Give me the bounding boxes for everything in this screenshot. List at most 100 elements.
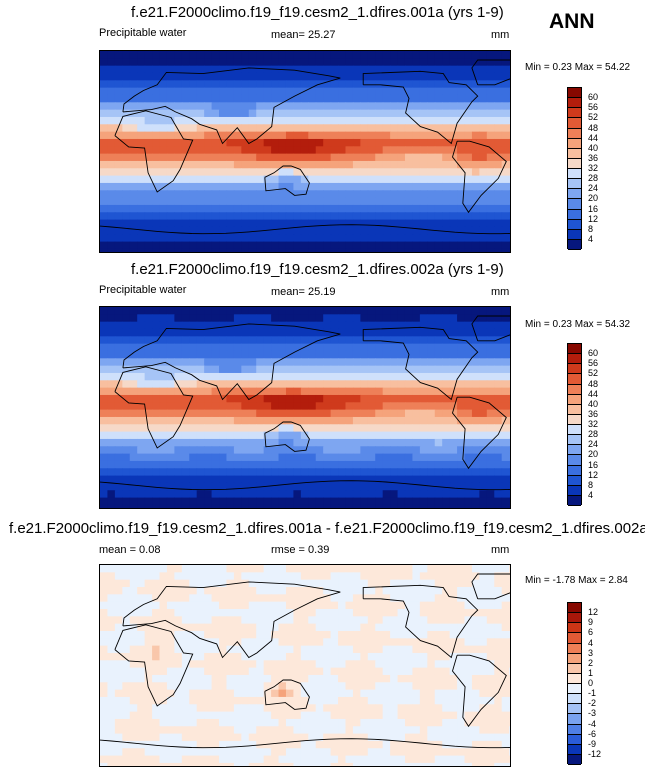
field-cell (479, 234, 488, 243)
field-cell (241, 402, 250, 411)
field-cell (330, 565, 339, 573)
field-cell (345, 116, 354, 125)
field-cell (285, 674, 295, 683)
field-cell (449, 65, 458, 74)
field-cell (397, 674, 406, 683)
field-cell (352, 109, 361, 118)
field-cell (479, 168, 488, 177)
field-cell (494, 124, 503, 133)
field-cell (471, 608, 480, 617)
field-cell (107, 453, 116, 462)
field-cell (263, 336, 272, 345)
field-cell (166, 58, 175, 67)
field-cell (122, 197, 131, 206)
field-cell (471, 175, 480, 184)
field-cell (323, 219, 332, 228)
field-cell (338, 579, 347, 588)
field-cell (271, 372, 280, 381)
field-cell (449, 762, 458, 766)
field-cell (256, 146, 265, 155)
field-cell (427, 372, 436, 381)
field-cell (494, 197, 503, 206)
field-cell (293, 468, 302, 477)
field-cell (434, 175, 443, 184)
field-cell (129, 160, 138, 169)
field-cell (241, 204, 250, 213)
field-cell (285, 241, 295, 250)
field-cell (479, 623, 488, 632)
field-cell (137, 623, 146, 632)
field-cell (248, 248, 257, 252)
field-cell (248, 402, 257, 411)
field-cell (219, 704, 228, 713)
field-cell (159, 365, 168, 374)
field-cell (300, 565, 309, 573)
field-cell (330, 424, 339, 433)
field-cell (315, 212, 324, 221)
field-cell (181, 146, 190, 155)
field-cell (144, 387, 153, 396)
field-cell (419, 336, 428, 345)
field-cell (137, 482, 146, 491)
field-cell (300, 307, 309, 315)
field-cell (382, 160, 391, 169)
field-cell (219, 718, 228, 727)
field-cell (479, 579, 488, 588)
field-cell (152, 579, 161, 588)
field-cell (129, 153, 138, 162)
field-cell (457, 131, 466, 140)
field-cell (345, 482, 354, 491)
field-cell (181, 124, 190, 133)
field-cell (122, 711, 131, 720)
field-cell (271, 131, 280, 140)
field-cell (412, 733, 421, 742)
field-cell (397, 87, 406, 96)
field-cell (293, 146, 302, 155)
field-cell (233, 58, 242, 67)
field-cell (464, 204, 473, 213)
field-cell (181, 58, 190, 67)
field-cell (137, 424, 146, 433)
field-cell (390, 594, 399, 603)
field-cell (144, 733, 153, 742)
field-cell (100, 438, 109, 447)
field-cell (509, 645, 510, 654)
field-cell (390, 168, 399, 177)
field-cell (137, 645, 146, 654)
field-cell (233, 416, 242, 425)
field-cell (330, 726, 339, 735)
field-cell (278, 226, 287, 235)
field-cell (419, 630, 428, 639)
field-cell (166, 601, 175, 610)
field-cell (181, 109, 190, 118)
field-cell (248, 586, 257, 595)
field-cell (390, 667, 399, 676)
field-cell (226, 153, 235, 162)
field-cell (449, 638, 458, 647)
field-cell (486, 219, 495, 228)
field-cell (315, 504, 324, 508)
field-cell (479, 726, 488, 735)
field-cell (419, 572, 428, 581)
field-cell (308, 755, 317, 764)
field-cell (152, 704, 161, 713)
field-cell (122, 80, 131, 89)
field-cell (471, 623, 480, 632)
field-cell (434, 638, 443, 647)
field-cell (345, 138, 354, 147)
field-cell (137, 689, 146, 698)
field-cell (293, 138, 302, 147)
field-cell (419, 453, 428, 462)
field-cell (367, 623, 376, 632)
field-cell (137, 80, 146, 89)
field-cell (166, 80, 175, 89)
field-cell (211, 762, 220, 766)
field-cell (360, 328, 369, 337)
field-cell (449, 343, 458, 352)
field-cell (397, 372, 406, 381)
field-cell (382, 204, 391, 213)
field-cell (233, 372, 242, 381)
field-cell (152, 565, 161, 573)
field-cell (256, 490, 265, 499)
field-cell (271, 638, 280, 647)
